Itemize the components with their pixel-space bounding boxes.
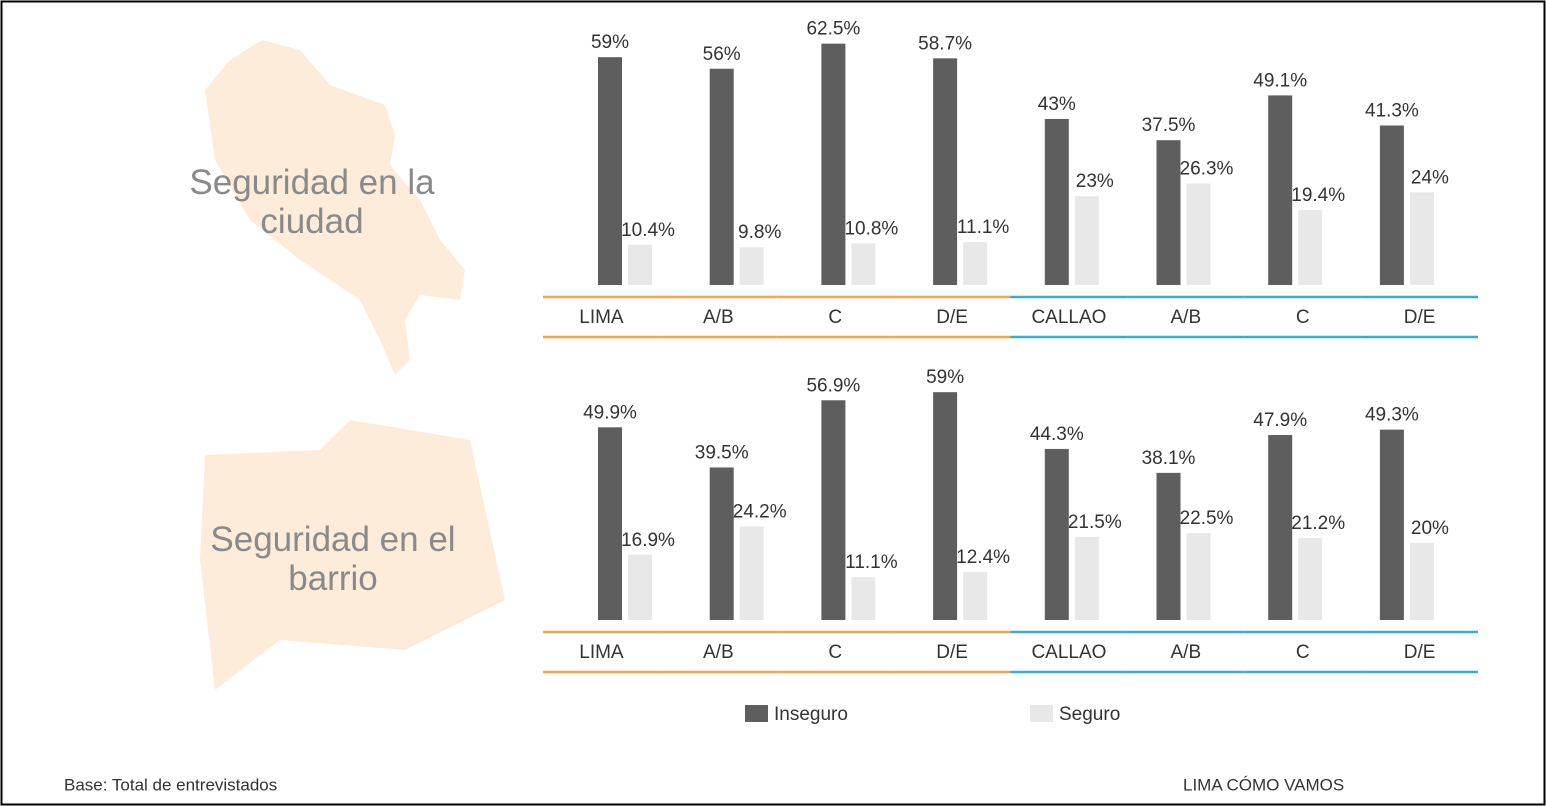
x-tick-label: LIMA xyxy=(579,307,624,328)
bar xyxy=(1409,542,1434,620)
bar xyxy=(1156,140,1181,285)
bar xyxy=(933,392,958,620)
x-tick-label: C xyxy=(828,307,842,328)
bar xyxy=(598,57,622,285)
x-tick-label: C xyxy=(1296,307,1310,328)
bar xyxy=(1298,538,1323,620)
bar xyxy=(1156,472,1181,620)
bar xyxy=(1298,210,1323,285)
panel-title: Seguridad en la ciudad xyxy=(189,163,435,241)
value-label: 21.5% xyxy=(1068,512,1122,533)
value-label: 47.9% xyxy=(1253,410,1307,431)
value-label: 19.4% xyxy=(1291,185,1345,206)
bar xyxy=(851,243,876,285)
bar xyxy=(821,43,846,286)
bar xyxy=(1409,192,1434,285)
x-tick-label: A/B xyxy=(1171,642,1202,663)
bar xyxy=(851,577,876,620)
footer-note: Base: Total de entrevistados xyxy=(64,775,277,794)
bar xyxy=(1044,118,1069,285)
bar xyxy=(963,572,988,620)
value-label: 21.2% xyxy=(1291,513,1345,534)
value-label: 23% xyxy=(1076,171,1114,192)
legend-label: Seguro xyxy=(1059,704,1120,725)
value-label: 44.3% xyxy=(1030,424,1084,445)
value-label: 26.3% xyxy=(1180,158,1234,179)
x-tick-label: A/B xyxy=(703,642,734,663)
value-label: 12.4% xyxy=(956,547,1010,568)
map-district xyxy=(200,420,505,690)
bar xyxy=(1186,533,1211,620)
x-tick-label: A/B xyxy=(703,307,734,328)
value-label: 41.3% xyxy=(1365,101,1419,122)
bar xyxy=(1074,536,1099,620)
legend-label: Inseguro xyxy=(774,704,848,725)
bar xyxy=(821,400,846,620)
value-label: 59% xyxy=(591,32,629,53)
bar xyxy=(963,242,988,285)
legend-swatch xyxy=(745,705,768,722)
value-label: 16.9% xyxy=(621,530,675,551)
bar xyxy=(598,427,622,620)
legend-swatch xyxy=(1030,705,1053,722)
bar xyxy=(1044,448,1069,620)
value-label: 62.5% xyxy=(806,19,860,40)
value-label: 49.1% xyxy=(1253,70,1307,91)
x-tick-label: CALLAO xyxy=(1031,307,1106,328)
x-tick-label: D/E xyxy=(936,307,968,328)
bar xyxy=(739,526,764,620)
map-city xyxy=(205,40,465,375)
value-label: 58.7% xyxy=(918,33,972,54)
bar xyxy=(709,467,734,620)
value-label: 59% xyxy=(926,367,964,388)
value-label: 11.1% xyxy=(957,217,1010,238)
value-label: 9.8% xyxy=(738,222,781,243)
value-label: 56.9% xyxy=(806,375,860,396)
value-label: 49.9% xyxy=(583,402,637,423)
bar xyxy=(1268,95,1293,285)
value-label: 10.8% xyxy=(844,218,898,239)
bar xyxy=(628,244,652,285)
value-label: 56% xyxy=(703,44,741,65)
x-tick-label: D/E xyxy=(936,642,968,663)
value-label: 49.3% xyxy=(1365,405,1419,426)
x-tick-label: LIMA xyxy=(579,642,624,663)
x-tick-label: A/B xyxy=(1171,307,1202,328)
footer-source: LIMA CÓMO VAMOS xyxy=(1183,775,1344,794)
bar xyxy=(933,58,958,285)
x-tick-label: C xyxy=(1296,642,1310,663)
bar xyxy=(1268,435,1293,620)
x-tick-label: C xyxy=(828,642,842,663)
value-label: 43% xyxy=(1038,94,1076,115)
value-label: 37.5% xyxy=(1142,115,1196,136)
panel-title: Seguridad en el barrio xyxy=(210,520,456,598)
bar xyxy=(709,68,734,285)
value-label: 10.4% xyxy=(621,220,675,241)
bar xyxy=(1379,125,1404,285)
bar xyxy=(628,554,652,620)
value-label: 22.5% xyxy=(1180,508,1234,529)
x-tick-label: CALLAO xyxy=(1031,642,1106,663)
value-label: 11.1% xyxy=(845,552,898,573)
value-label: 20% xyxy=(1411,518,1449,539)
bar xyxy=(739,247,764,285)
value-label: 24.2% xyxy=(733,502,787,523)
value-label: 38.1% xyxy=(1142,448,1196,469)
value-label: 39.5% xyxy=(695,442,749,463)
x-tick-label: D/E xyxy=(1404,642,1436,663)
bar xyxy=(1074,196,1099,285)
bar xyxy=(1379,429,1404,620)
value-label: 24% xyxy=(1411,167,1449,188)
bar xyxy=(1186,183,1211,285)
x-tick-label: D/E xyxy=(1404,307,1436,328)
